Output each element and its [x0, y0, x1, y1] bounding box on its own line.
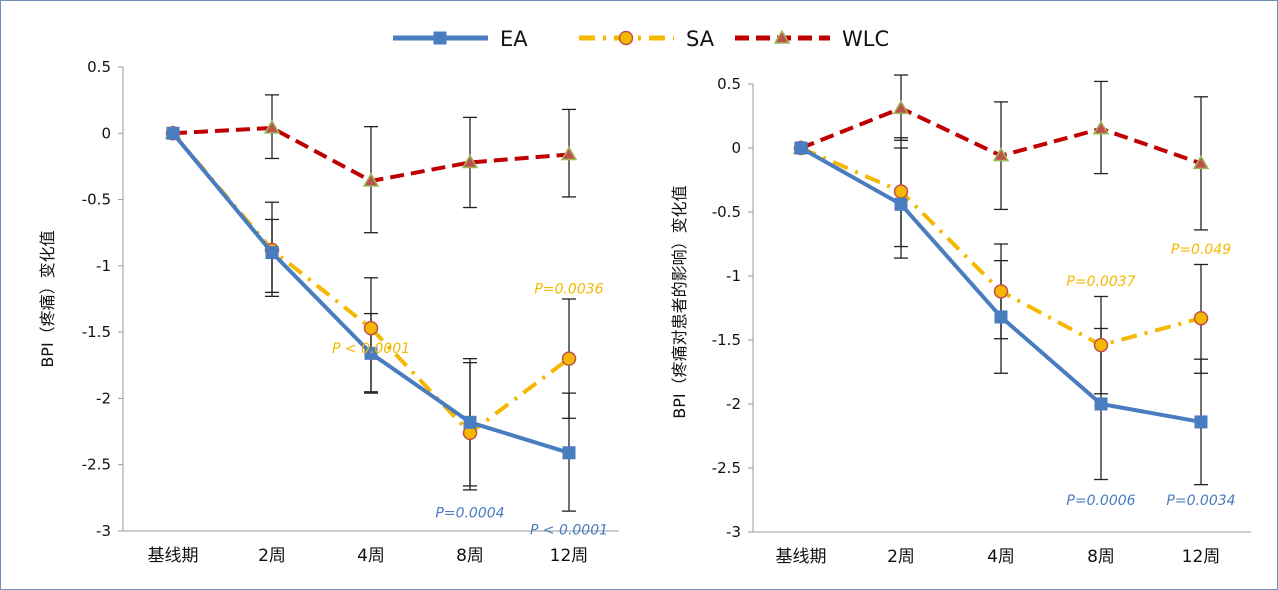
x-tick-label: 基线期: [776, 547, 827, 567]
data-point-ea: [994, 310, 1008, 324]
legend-label: WLC: [842, 27, 889, 51]
data-point-ea: [1094, 397, 1108, 411]
data-point-ea: [1194, 415, 1208, 429]
data-point-ea: [463, 415, 477, 429]
data-point-sa: [1093, 337, 1109, 353]
x-tick-label: 基线期: [148, 546, 199, 566]
y-axis-label: BPI（疼痛）变化值: [38, 230, 57, 367]
y-tick-label: -3: [726, 523, 741, 541]
y-tick-label: -2: [726, 395, 741, 413]
p-value-annotation: P=0.049: [1171, 242, 1231, 258]
data-point-wlc: [560, 146, 578, 161]
x-tick-label: 8周: [1087, 547, 1115, 567]
data-point-wlc: [263, 119, 281, 134]
y-tick-label: -3: [96, 522, 111, 540]
y-tick-label: 0: [101, 124, 111, 142]
data-point-wlc: [992, 147, 1010, 162]
y-axis-label: BPI（疼痛对患者的影响）变化值: [670, 185, 689, 418]
data-point-ea: [166, 126, 180, 140]
data-point-sa: [893, 184, 909, 199]
p-value-annotation: P=0.0006: [1066, 493, 1135, 509]
data-point-ea: [265, 246, 279, 260]
data-point-sa: [993, 284, 1009, 299]
data-point-sa: [1193, 310, 1209, 326]
y-tick-label: -1.5: [712, 331, 741, 349]
data-point-sa: [561, 351, 577, 366]
x-tick-label: 12周: [550, 546, 589, 566]
data-point-ea: [894, 197, 908, 211]
y-tick-label: -0.5: [82, 191, 111, 209]
legend-label: EA: [500, 27, 528, 51]
p-value-annotation: P=0.0004: [435, 505, 504, 521]
data-point-wlc: [892, 99, 910, 115]
y-tick-label: -1.5: [82, 323, 111, 341]
p-value-annotation: P=0.0034: [1166, 493, 1235, 509]
p-value-annotation: P=0.0037: [1066, 274, 1135, 290]
chart-panel-1: 0.5 0 -0.5 -1 -1.5 -2 -2.5 -3 基线期 2周 4周 8周 12周 BPI（疼痛…: [38, 58, 619, 566]
y-tick-label: 0: [731, 139, 741, 157]
y-tick-label: -1: [726, 267, 741, 285]
p-value-annotation: P < 0.0001: [332, 341, 410, 357]
data-point-ea: [562, 446, 576, 460]
y-tick-label: -1: [96, 257, 111, 275]
y-tick-label: 0.5: [87, 58, 111, 76]
x-tick-label: 4周: [987, 547, 1015, 567]
data-point-wlc: [1192, 154, 1210, 170]
y-tick-label: 0.5: [717, 75, 741, 93]
p-value-annotation: P < 0.0001: [530, 523, 608, 539]
y-tick-label: -2.5: [82, 456, 111, 474]
data-point-wlc: [1092, 120, 1110, 135]
legend-marker-ea: [433, 31, 447, 45]
p-value-annotation: P=0.0036: [534, 281, 603, 297]
data-point-wlc: [362, 172, 380, 187]
x-tick-label: 4周: [357, 546, 385, 566]
x-tick-label: 2周: [887, 547, 915, 567]
data-point-ea: [794, 141, 808, 155]
data-point-wlc: [461, 153, 479, 169]
y-tick-label: -2: [96, 389, 111, 407]
legend-label: SA: [686, 27, 715, 51]
chart-legend: EA SA WLC: [393, 27, 889, 51]
y-tick-label: -0.5: [712, 203, 741, 221]
legend-marker-wlc: [773, 29, 791, 44]
data-point-ea: [364, 346, 378, 360]
chart-panel-2: 0.5 0 -0.5 -1 -1.5 -2 -2.5 -3 基线期 2周 4周 8周 12周 BPI（疼痛…: [670, 74, 1251, 567]
x-tick-label: 8周: [456, 546, 484, 566]
x-tick-label: 2周: [258, 546, 286, 566]
y-tick-label: -2.5: [712, 459, 741, 477]
series-line-sa: [171, 131, 571, 435]
legend-marker-sa: [618, 30, 634, 46]
data-point-sa: [363, 320, 379, 336]
x-tick-label: 12周: [1182, 547, 1221, 567]
